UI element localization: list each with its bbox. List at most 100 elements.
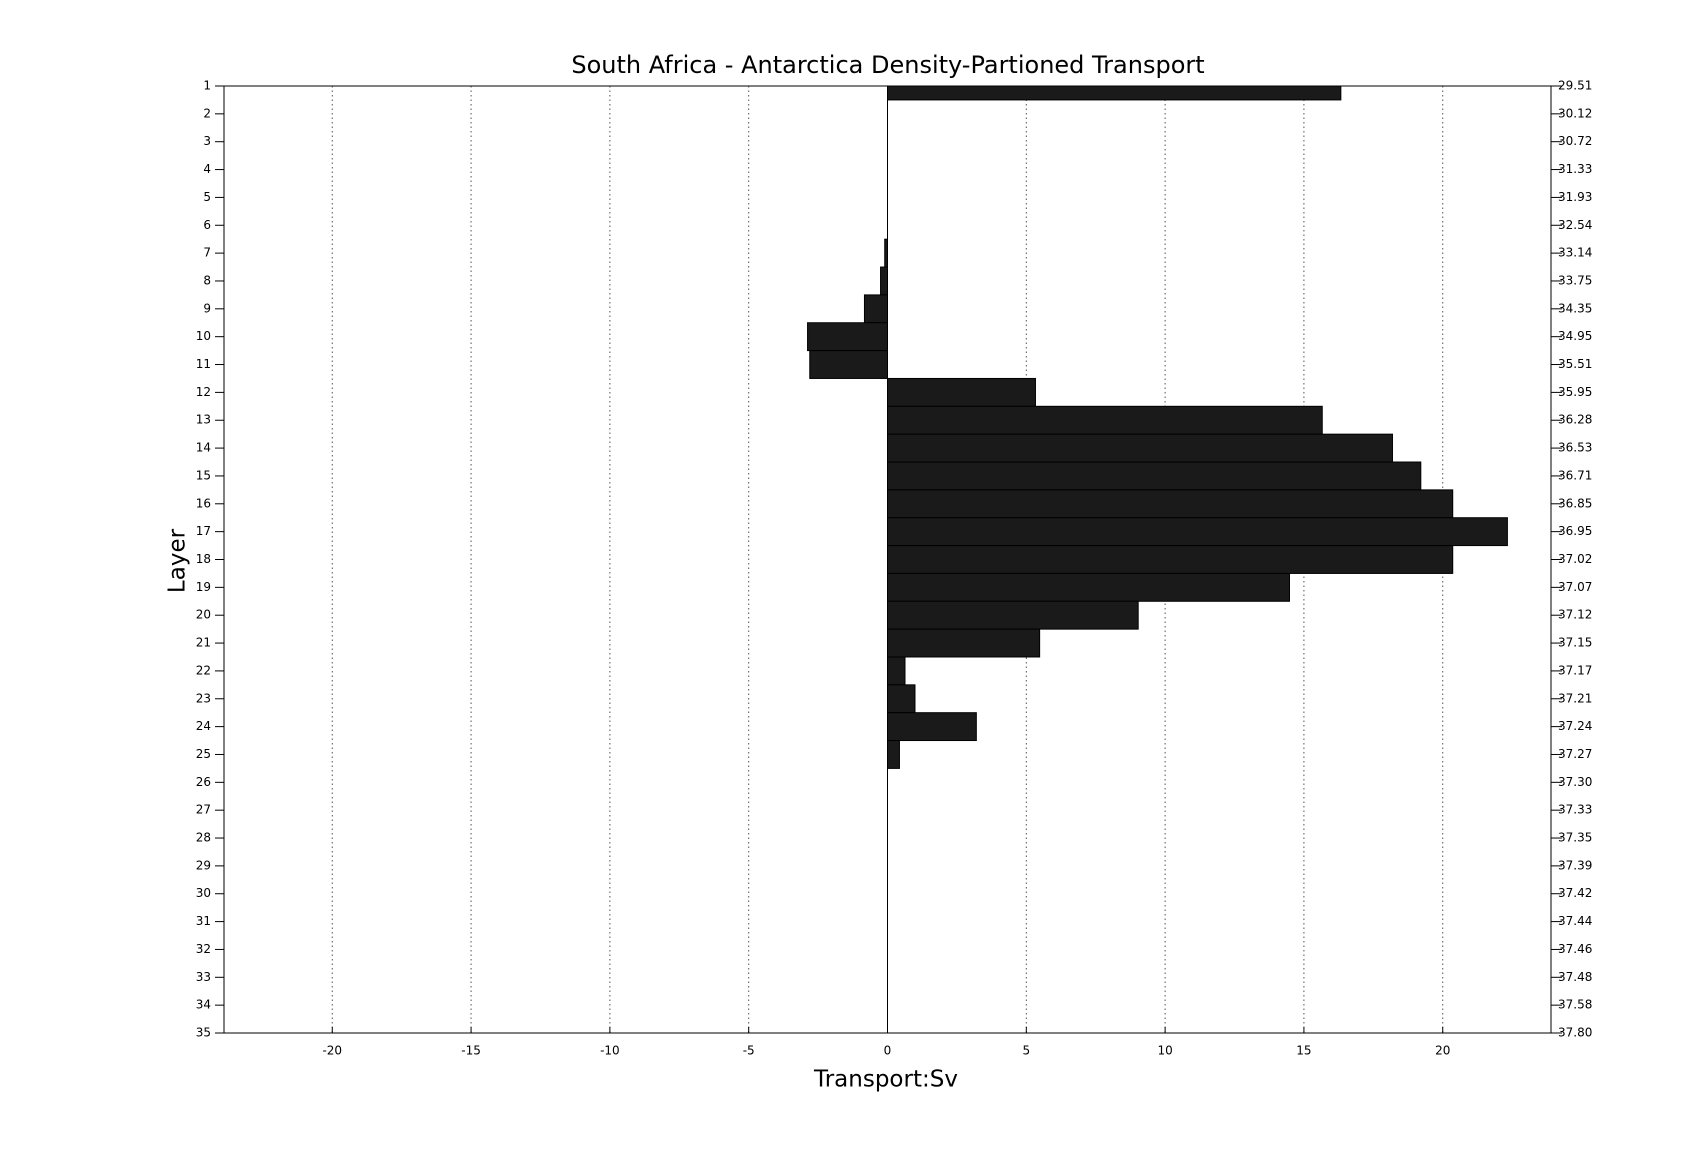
x-tick-label: -20 (322, 1044, 342, 1058)
y2-tick-label: 36.53 (1558, 441, 1592, 455)
y-tick-label: 17 (196, 524, 211, 538)
y2-tick-label: 35.51 (1558, 357, 1592, 371)
y2-tick-label: 29.51 (1558, 79, 1592, 93)
y2-tick-label: 37.02 (1558, 552, 1592, 566)
y-axis-label: Layer (165, 528, 191, 593)
y2-tick-label: 30.72 (1558, 134, 1592, 148)
plot-frame (223, 85, 1552, 1034)
y2-tick-label: 36.85 (1558, 496, 1592, 510)
x-tick-label: -15 (461, 1044, 481, 1058)
y-tick-label: 9 (203, 301, 211, 315)
y2-tick-label: 30.12 (1558, 106, 1592, 120)
y2-tick-label: 37.80 (1558, 1026, 1592, 1040)
y2-tick-label: 37.44 (1558, 914, 1592, 928)
y-tick-label: 33 (196, 970, 211, 984)
y2-tick-label: 37.42 (1558, 886, 1592, 900)
y2-tick-label: 33.14 (1558, 246, 1592, 260)
y-tick-label: 5 (203, 190, 211, 204)
y-tick-label: 15 (196, 468, 211, 482)
y2-tick-label: 31.93 (1558, 190, 1592, 204)
y-tick-label: 29 (196, 858, 211, 872)
y-tick-label: 28 (196, 831, 211, 845)
bar (884, 238, 889, 268)
y2-tick-label: 37.58 (1558, 998, 1592, 1012)
y-tick-label: 20 (196, 608, 211, 622)
y-tick-label: 24 (196, 719, 211, 733)
y-tick-label: 2 (203, 106, 211, 120)
y2-tick-label: 37.39 (1558, 858, 1592, 872)
y-tick-label: 32 (196, 942, 211, 956)
y2-tick-label: 34.95 (1558, 329, 1592, 343)
y-tick-label: 6 (203, 218, 211, 232)
y-tick-label: 22 (196, 663, 211, 677)
bar (887, 433, 1393, 463)
y-tick-label: 16 (196, 496, 211, 510)
x-axis-label: Transport:Sv (813, 1067, 958, 1093)
y-tick-label: 7 (203, 246, 211, 260)
bar (863, 294, 888, 324)
y-tick-label: 25 (196, 747, 211, 761)
y-tick-label: 13 (196, 413, 211, 427)
y2-tick-label: 35.95 (1558, 385, 1592, 399)
y2-tick-label: 37.27 (1558, 747, 1592, 761)
y2-tick-label: 37.46 (1558, 942, 1592, 956)
y2-tick-label: 37.48 (1558, 970, 1592, 984)
y2-tick-label: 37.24 (1558, 719, 1592, 733)
y2-tick-label: 37.35 (1558, 831, 1592, 845)
x-tick-label: 10 (1157, 1044, 1172, 1058)
y-tick-label: 23 (196, 691, 211, 705)
bar (887, 377, 1036, 407)
y2-tick-label: 31.33 (1558, 162, 1592, 176)
bar (807, 322, 889, 352)
bar (809, 350, 888, 379)
y-tick-label: 26 (196, 775, 211, 789)
bar (887, 684, 916, 714)
y2-tick-label: 33.75 (1558, 273, 1592, 287)
y-tick-label: 10 (196, 329, 211, 343)
y-tick-label: 8 (203, 273, 211, 287)
y2-tick-label: 34.35 (1558, 301, 1592, 315)
y-tick-label: 12 (196, 385, 211, 399)
y-tick-label: 1 (203, 79, 211, 93)
y-tick-label: 19 (196, 580, 211, 594)
bar (887, 517, 1508, 547)
y-tick-label: 18 (196, 552, 211, 566)
bar (887, 600, 1139, 630)
bar (887, 628, 1041, 658)
y-tick-label: 34 (196, 998, 211, 1012)
y-tick-label: 31 (196, 914, 211, 928)
x-tick-label: 0 (884, 1044, 892, 1058)
y2-tick-label: 36.28 (1558, 413, 1592, 427)
y-tick-label: 21 (196, 636, 211, 650)
bar (887, 740, 900, 769)
chart-title: South Africa - Antarctica Density-Partio… (571, 51, 1204, 79)
y-tick-label: 14 (196, 441, 211, 455)
y2-tick-label: 37.07 (1558, 580, 1592, 594)
y2-tick-label: 37.21 (1558, 691, 1592, 705)
y2-tick-label: 32.54 (1558, 218, 1592, 232)
bar (887, 545, 1454, 574)
y-tick-label: 35 (196, 1026, 211, 1040)
y-tick-label: 11 (196, 357, 211, 371)
y-tick-label: 30 (196, 886, 211, 900)
bar (880, 266, 889, 296)
y2-tick-label: 36.71 (1558, 468, 1592, 482)
bar (887, 405, 1323, 435)
x-tick-label: 20 (1435, 1044, 1450, 1058)
bar (887, 656, 906, 686)
x-tick-label: 15 (1296, 1044, 1311, 1058)
x-tick-label: 5 (1022, 1044, 1030, 1058)
y-tick-label: 27 (196, 803, 211, 817)
y2-tick-label: 37.12 (1558, 608, 1592, 622)
bar (887, 461, 1422, 491)
y2-tick-label: 37.15 (1558, 636, 1592, 650)
bar (887, 489, 1454, 519)
x-tick-label: -5 (743, 1044, 755, 1058)
y-tick-label: 3 (203, 134, 211, 148)
y2-tick-label: 37.33 (1558, 803, 1592, 817)
y2-tick-label: 37.30 (1558, 775, 1592, 789)
bar (887, 712, 977, 742)
x-tick-label: -10 (600, 1044, 620, 1058)
y2-tick-label: 36.95 (1558, 524, 1592, 538)
